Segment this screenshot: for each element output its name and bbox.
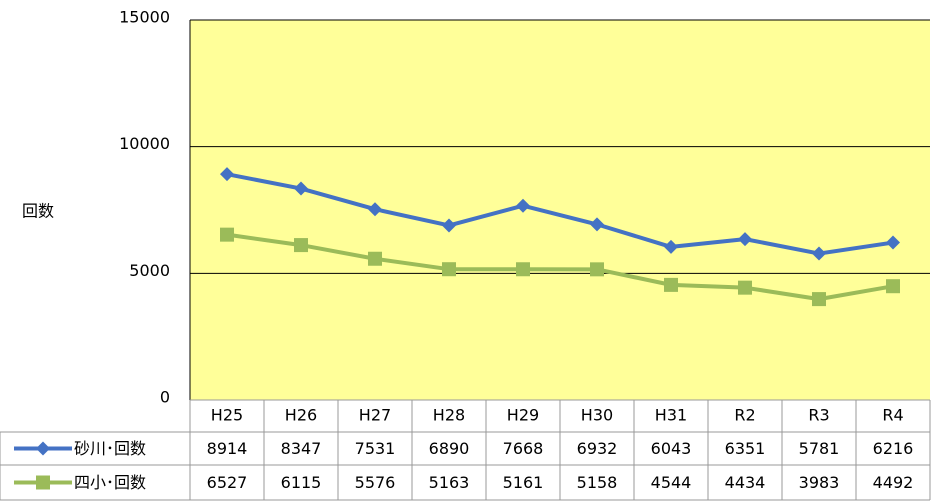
marker	[442, 262, 456, 277]
marker	[442, 218, 456, 233]
table-value: 4544	[651, 473, 692, 492]
marker	[294, 181, 308, 196]
table-value: 6115	[281, 473, 322, 492]
plot-area	[190, 20, 930, 400]
marker	[220, 167, 234, 182]
series-line	[226, 232, 894, 302]
x-tick-label: H31	[655, 406, 687, 425]
marker	[294, 238, 308, 253]
marker	[664, 277, 678, 292]
table-value: 7531	[355, 439, 396, 458]
x-tick-label: H28	[433, 406, 465, 425]
marker	[738, 232, 752, 247]
table-value: 6043	[651, 439, 692, 458]
x-tick-label: H25	[211, 406, 243, 425]
x-tick-label: H30	[581, 406, 613, 425]
marker	[812, 292, 826, 307]
marker	[886, 235, 900, 250]
y-tick-label: 15000	[119, 8, 170, 27]
table-value: 6527	[207, 473, 248, 492]
table-value: 6890	[429, 439, 470, 458]
table-value: 4492	[873, 473, 914, 492]
marker	[590, 217, 604, 232]
legend-marker	[36, 475, 50, 490]
table-value: 8914	[207, 439, 248, 458]
marker	[220, 227, 234, 242]
marker	[516, 262, 530, 277]
y-tick-label: 10000	[119, 134, 170, 153]
table-value: 5158	[577, 473, 618, 492]
table-value: 6216	[873, 439, 914, 458]
table-value: 5163	[429, 473, 470, 492]
x-tick-label: R3	[808, 406, 829, 425]
marker	[738, 280, 752, 295]
y-tick-label: 5000	[129, 261, 170, 280]
table-value: 5161	[503, 473, 544, 492]
x-tick-label: R4	[882, 406, 903, 425]
table-value: 7668	[503, 439, 544, 458]
table-value: 4434	[725, 473, 766, 492]
x-tick-label: H27	[359, 406, 391, 425]
table-value: 5576	[355, 473, 396, 492]
marker	[664, 239, 678, 254]
table-value: 5781	[799, 439, 840, 458]
x-tick-label: R2	[734, 406, 755, 425]
y-axis-label: 回数	[22, 202, 54, 221]
marker	[368, 251, 382, 266]
legend-marker	[36, 441, 50, 456]
marker	[368, 202, 382, 217]
legend-label: 四小･回数	[74, 473, 146, 492]
y-tick-label: 0	[160, 388, 170, 407]
x-tick-label: H29	[507, 406, 539, 425]
series-line	[226, 172, 894, 256]
x-tick-label: H26	[285, 406, 317, 425]
table-value: 6932	[577, 439, 618, 458]
marker	[886, 279, 900, 294]
legend-label: 砂川･回数	[74, 439, 146, 458]
table-value: 6351	[725, 439, 766, 458]
table-value: 8347	[281, 439, 322, 458]
marker	[516, 198, 530, 213]
marker	[812, 246, 826, 261]
table-value: 3983	[799, 473, 840, 492]
marker	[590, 262, 604, 277]
